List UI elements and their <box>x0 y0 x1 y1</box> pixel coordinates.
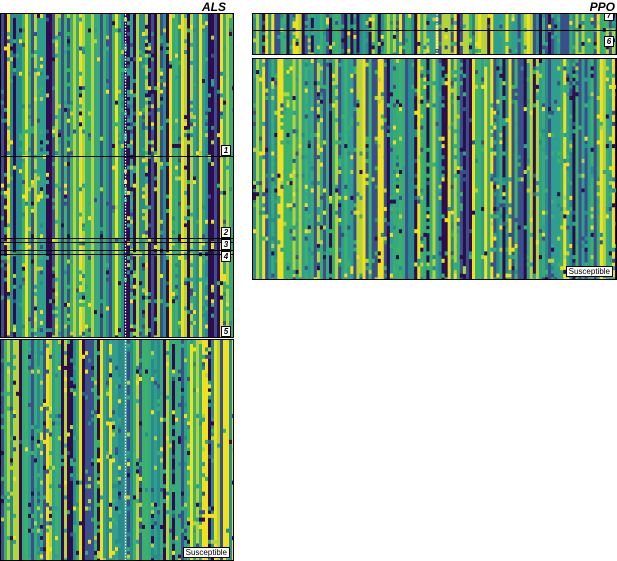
als-group-divider <box>1 250 233 251</box>
ppo-susceptible-heatmap <box>253 59 616 279</box>
als-group-label-5: 5 <box>221 326 231 337</box>
als-susceptible-panel: Susceptible <box>0 339 234 561</box>
als-group-divider <box>1 238 233 239</box>
als-group-divider <box>1 254 233 255</box>
als-title: ALS <box>202 0 226 14</box>
als-resistant-panel: 1 2 3 4 5 <box>0 13 234 338</box>
ppo-title: PPO <box>589 0 615 14</box>
als-group-divider <box>1 156 233 157</box>
ppo-resistant-heatmap <box>253 14 616 54</box>
ppo-group-label-7: 7 <box>604 14 614 21</box>
ppo-group-label-6: 6 <box>604 36 614 47</box>
als-group-divider <box>1 242 233 243</box>
ppo-group-divider <box>253 30 616 31</box>
ppo-susceptible-label: Susceptible <box>565 266 613 277</box>
als-group-label-2: 2 <box>221 227 231 238</box>
als-susceptible-label: Susceptible <box>182 547 230 558</box>
ppo-susceptible-panel: Susceptible <box>252 58 617 280</box>
ppo-resistant-panel: 7 6 <box>252 13 617 55</box>
als-group-label-3: 3 <box>221 239 231 250</box>
als-susceptible-heatmap <box>1 340 233 560</box>
als-group-label-4: 4 <box>221 251 231 262</box>
als-group-label-1: 1 <box>221 145 231 156</box>
als-resistant-heatmap <box>1 14 233 337</box>
